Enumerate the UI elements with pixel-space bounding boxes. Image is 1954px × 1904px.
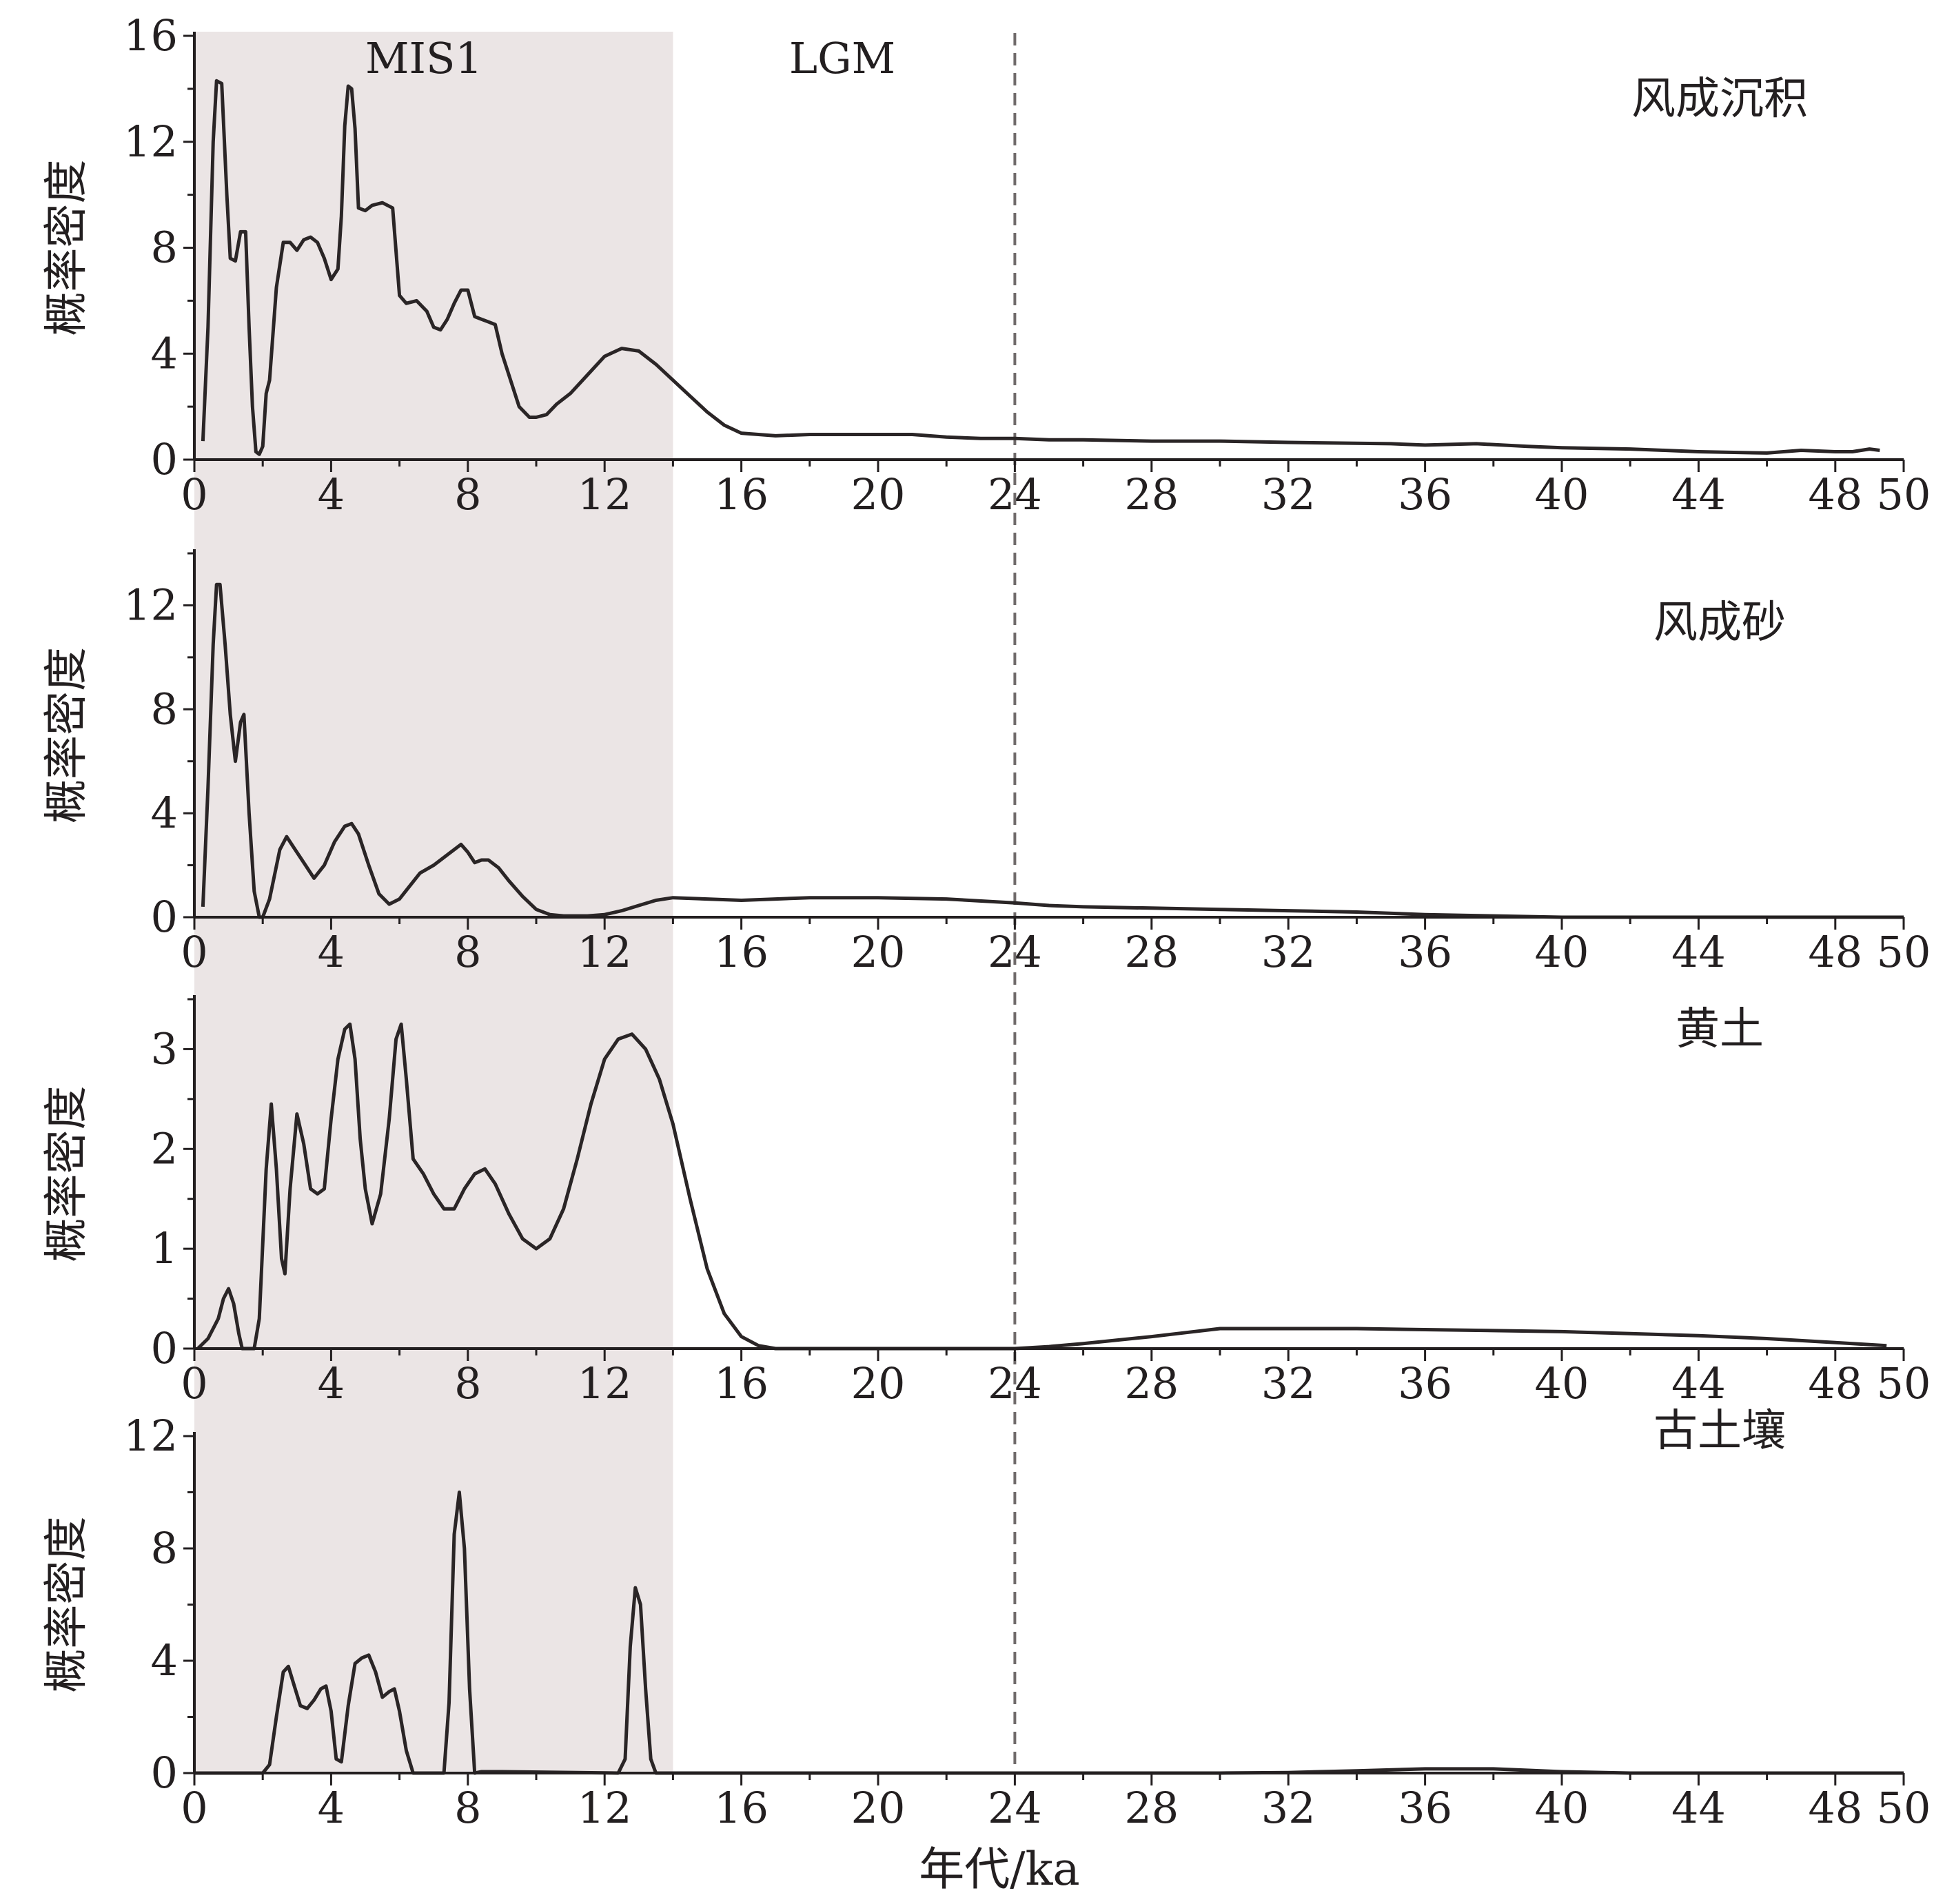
panel-label: 黄土 [1676,1004,1764,1055]
x-tick-label: 40 [1535,1358,1589,1409]
x-tick-label: 4 [318,1358,345,1409]
y-axis-title: 概率密度 [41,160,92,336]
y-tick-label: 8 [151,684,178,734]
x-tick-label: 20 [851,1358,906,1409]
mis1-shaded-region-layer [194,32,673,1773]
x-tick-label: 0 [181,469,207,520]
x-tick-label: 28 [1124,927,1179,977]
y-tick-label: 4 [151,788,178,838]
x-tick-label: 50 [1877,469,1931,520]
y-tick-label: 0 [151,1748,178,1798]
x-tick-label: 28 [1124,469,1179,520]
y-tick-label: 12 [123,1411,178,1461]
x-tick-label: 16 [714,469,769,520]
x-tick-label: 8 [454,1358,481,1409]
x-tick-label: 8 [454,1783,481,1833]
x-tick-label: 48 [1808,469,1862,520]
y-tick-label: 12 [123,116,178,167]
y-tick-label: 12 [123,580,178,630]
x-tick-label: 32 [1261,1358,1316,1409]
x-tick-label: 50 [1877,1783,1931,1833]
x-tick-label: 36 [1398,1783,1452,1833]
y-tick-label: 1 [151,1223,178,1273]
x-axis-title: 年代/ka [919,1843,1080,1896]
x-tick-label: 50 [1877,1358,1931,1409]
x-tick-label: 12 [578,1783,632,1833]
x-tick-label: 48 [1808,1358,1862,1409]
y-tick-label: 4 [151,1635,178,1686]
y-tick-label: 3 [151,1023,178,1074]
x-tick-label: 32 [1261,927,1316,977]
x-tick-label: 44 [1671,927,1726,977]
x-tick-label: 0 [181,927,207,977]
x-tick-label: 4 [318,469,345,520]
y-tick-label: 0 [151,434,178,484]
x-tick-label: 40 [1535,1783,1589,1833]
x-tick-label: 4 [318,1783,345,1833]
lgm-label: LGM [789,33,895,83]
x-tick-label: 36 [1398,1358,1452,1409]
x-tick-label: 50 [1877,927,1931,977]
y-tick-label: 4 [151,328,178,378]
y-tick-label: 8 [151,1523,178,1573]
x-tick-label: 16 [714,927,769,977]
x-tick-label: 36 [1398,469,1452,520]
x-tick-label: 20 [851,469,906,520]
x-tick-label: 36 [1398,927,1452,977]
x-tick-label: 12 [578,927,632,977]
y-axis-title: 概率密度 [41,1086,92,1262]
y-axis-title: 概率密度 [41,1517,92,1693]
x-tick-label: 0 [181,1783,207,1833]
x-tick-label: 16 [714,1783,769,1833]
x-tick-label: 24 [988,469,1042,520]
x-tick-label: 40 [1535,469,1589,520]
x-tick-label: 12 [578,469,632,520]
density-curve [201,582,1904,919]
y-tick-label: 2 [151,1123,178,1174]
x-tick-label: 0 [181,1358,207,1409]
x-tick-label: 44 [1671,1783,1726,1833]
mis1-shaded-band [194,32,673,1773]
x-tick-label: 12 [578,1358,632,1409]
x-tick-label: 8 [454,469,481,520]
mis1-label: MIS1 [365,33,482,83]
x-tick-label: 4 [318,927,345,977]
y-tick-label: 8 [151,223,178,273]
x-tick-label: 16 [714,1358,769,1409]
x-tick-label: 28 [1124,1783,1179,1833]
x-tick-label: 32 [1261,1783,1316,1833]
x-tick-label: 44 [1671,1358,1726,1409]
x-tick-label: 20 [851,927,906,977]
chart-panels: 0 4 8 12 16 20 24 28 32 36 40 44 48 500481216概率密度风成沉积… [41,10,1931,1833]
y-tick-label: 16 [123,10,178,61]
x-tick-label: 48 [1808,927,1862,977]
x-tick-label: 48 [1808,1783,1862,1833]
y-axis-title: 概率密度 [41,647,92,823]
x-tick-label: 40 [1535,927,1589,977]
x-tick-label: 8 [454,927,481,977]
panel-label: 风成砂 [1653,597,1786,648]
x-tick-label: 24 [988,1358,1042,1409]
y-tick-label: 0 [151,892,178,942]
y-tick-label: 0 [151,1323,178,1373]
density-curve [196,1022,1887,1351]
panel-label: 古土壤 [1653,1406,1786,1457]
panel-label: 风成沉积 [1631,74,1808,125]
x-tick-label: 32 [1261,469,1316,520]
x-tick-label: 28 [1124,1358,1179,1409]
x-tick-label: 20 [851,1783,906,1833]
density-curve [201,79,1880,456]
x-tick-label: 44 [1671,469,1726,520]
x-tick-label: 24 [988,1783,1042,1833]
x-tick-label: 24 [988,927,1042,977]
